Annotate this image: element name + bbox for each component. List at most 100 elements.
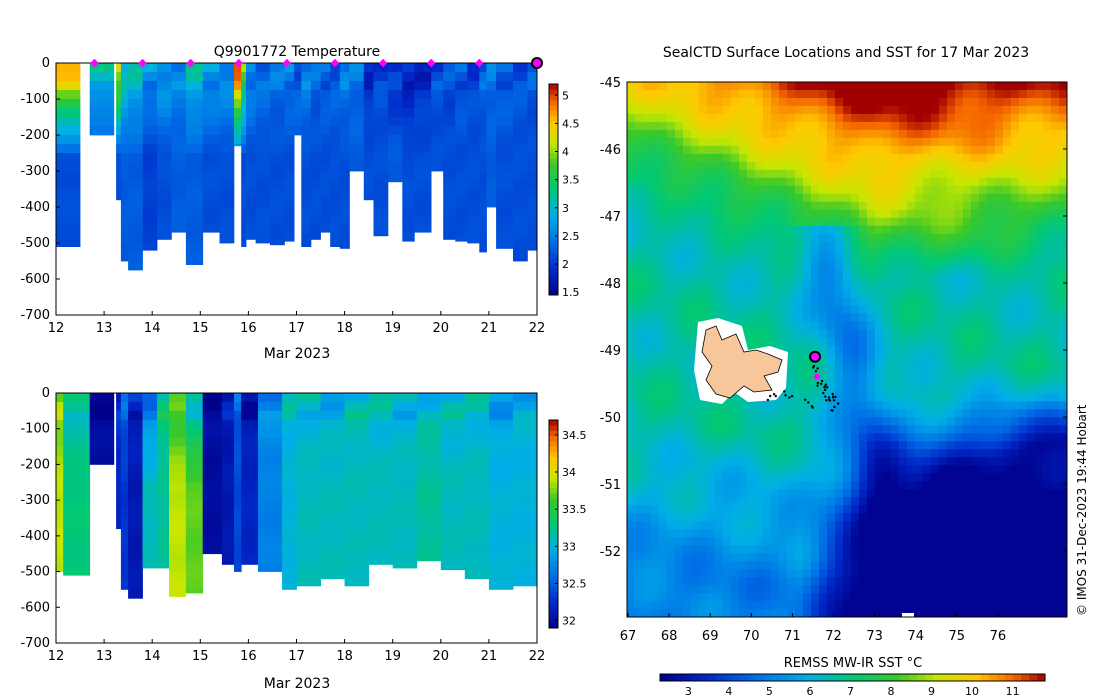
sst-cell xyxy=(731,233,740,243)
profile-cell xyxy=(258,535,283,546)
sst-cell xyxy=(787,465,796,474)
profile-cell xyxy=(185,401,204,412)
sst-cell xyxy=(1043,521,1052,530)
profile-cell xyxy=(120,153,129,163)
sst-cell xyxy=(779,249,788,259)
sst-cell xyxy=(651,521,660,530)
sst-cell xyxy=(691,297,700,306)
profile-cell xyxy=(431,99,444,109)
sst-cell xyxy=(955,361,964,370)
colorbar-swatch xyxy=(549,524,558,530)
sst-cell xyxy=(883,553,892,562)
sst-cell xyxy=(827,225,836,235)
profile-cell xyxy=(363,135,374,145)
sst-cell xyxy=(795,281,804,291)
sst-cell xyxy=(875,561,884,570)
sst-cell xyxy=(979,473,988,482)
sst-cell xyxy=(1003,577,1012,586)
sst-cell xyxy=(763,569,772,578)
profile-cell xyxy=(185,243,204,253)
sst-cell xyxy=(883,465,892,474)
sst-cell xyxy=(731,145,740,155)
sst-cell xyxy=(1027,545,1036,554)
profile-cell xyxy=(246,225,256,235)
sst-cell xyxy=(715,265,724,275)
colorbar-tick-label: 34 xyxy=(562,466,576,479)
profile-cell xyxy=(363,126,374,136)
sst-cell xyxy=(883,153,892,163)
sst-cell xyxy=(771,553,780,562)
sst-cell xyxy=(1051,89,1060,99)
sst-cell xyxy=(779,121,788,131)
sst-cell xyxy=(787,153,796,163)
sst-cell xyxy=(1043,217,1052,227)
sst-cell xyxy=(867,89,876,99)
profile-cell xyxy=(310,234,321,240)
sst-cell xyxy=(779,113,788,123)
sst-cell xyxy=(659,425,668,434)
profile-cell xyxy=(185,153,204,163)
sst-cell xyxy=(923,89,932,99)
sst-cell xyxy=(707,289,716,298)
sst-cell xyxy=(843,585,852,594)
profile-cell xyxy=(63,410,91,421)
sst-cell xyxy=(675,273,684,283)
profile-cell xyxy=(339,81,350,91)
sst-cell xyxy=(963,113,972,123)
sst-cell xyxy=(755,82,764,91)
sst-cell xyxy=(971,585,980,594)
temperature-colorbar: 1.522.533.544.55 xyxy=(548,83,580,299)
profile-cell xyxy=(339,234,350,244)
profile-cell xyxy=(486,189,497,199)
sst-cell xyxy=(1059,225,1067,235)
sst-cell xyxy=(843,193,852,203)
profile-cell xyxy=(363,162,374,172)
sst-cell xyxy=(867,105,876,115)
sst-cell xyxy=(907,153,916,163)
profile-cell xyxy=(344,401,370,412)
sst-cell xyxy=(643,585,652,594)
profile-cell xyxy=(467,144,480,154)
profile-cell xyxy=(513,63,528,73)
profile-cell xyxy=(128,117,143,127)
profile-cell xyxy=(221,437,235,447)
profile-cell xyxy=(387,171,403,181)
sst-cell xyxy=(1051,113,1060,123)
sst-cell xyxy=(779,529,788,538)
profile-cell xyxy=(301,198,312,208)
sst-cell xyxy=(763,521,772,530)
profile-cell xyxy=(185,491,204,501)
profile-cell xyxy=(496,216,514,226)
sst-cell xyxy=(1043,289,1052,298)
sst-cell xyxy=(819,417,828,426)
sst-cell xyxy=(683,113,692,123)
sst-cell xyxy=(651,297,660,306)
sst-cell xyxy=(683,577,692,586)
profile-cell xyxy=(310,162,321,172)
sst-cell xyxy=(979,249,988,259)
sst-cell xyxy=(875,545,884,554)
sst-cell xyxy=(875,137,884,147)
sst-cell xyxy=(707,145,716,155)
sst-cell xyxy=(875,553,884,562)
colorbar-swatch xyxy=(549,581,558,587)
profile-cell xyxy=(416,419,442,430)
profile-cell xyxy=(373,225,389,235)
sst-cell xyxy=(1043,409,1052,418)
sst-cell xyxy=(803,337,812,346)
sst-cell xyxy=(715,129,724,139)
sst-cell xyxy=(715,225,724,235)
sst-cell xyxy=(883,569,892,578)
sst-cell xyxy=(915,217,924,227)
profile-cell xyxy=(479,207,487,217)
sst-cell xyxy=(731,561,740,570)
sst-cell xyxy=(803,265,812,275)
sst-cell xyxy=(627,289,636,298)
profile-cell xyxy=(330,153,341,163)
profile-cell xyxy=(185,108,204,118)
sst-cell xyxy=(875,313,884,322)
sst-cell xyxy=(731,393,740,402)
sst-cell xyxy=(627,513,636,522)
sst-cell xyxy=(715,177,724,187)
sst-cell xyxy=(731,529,740,538)
